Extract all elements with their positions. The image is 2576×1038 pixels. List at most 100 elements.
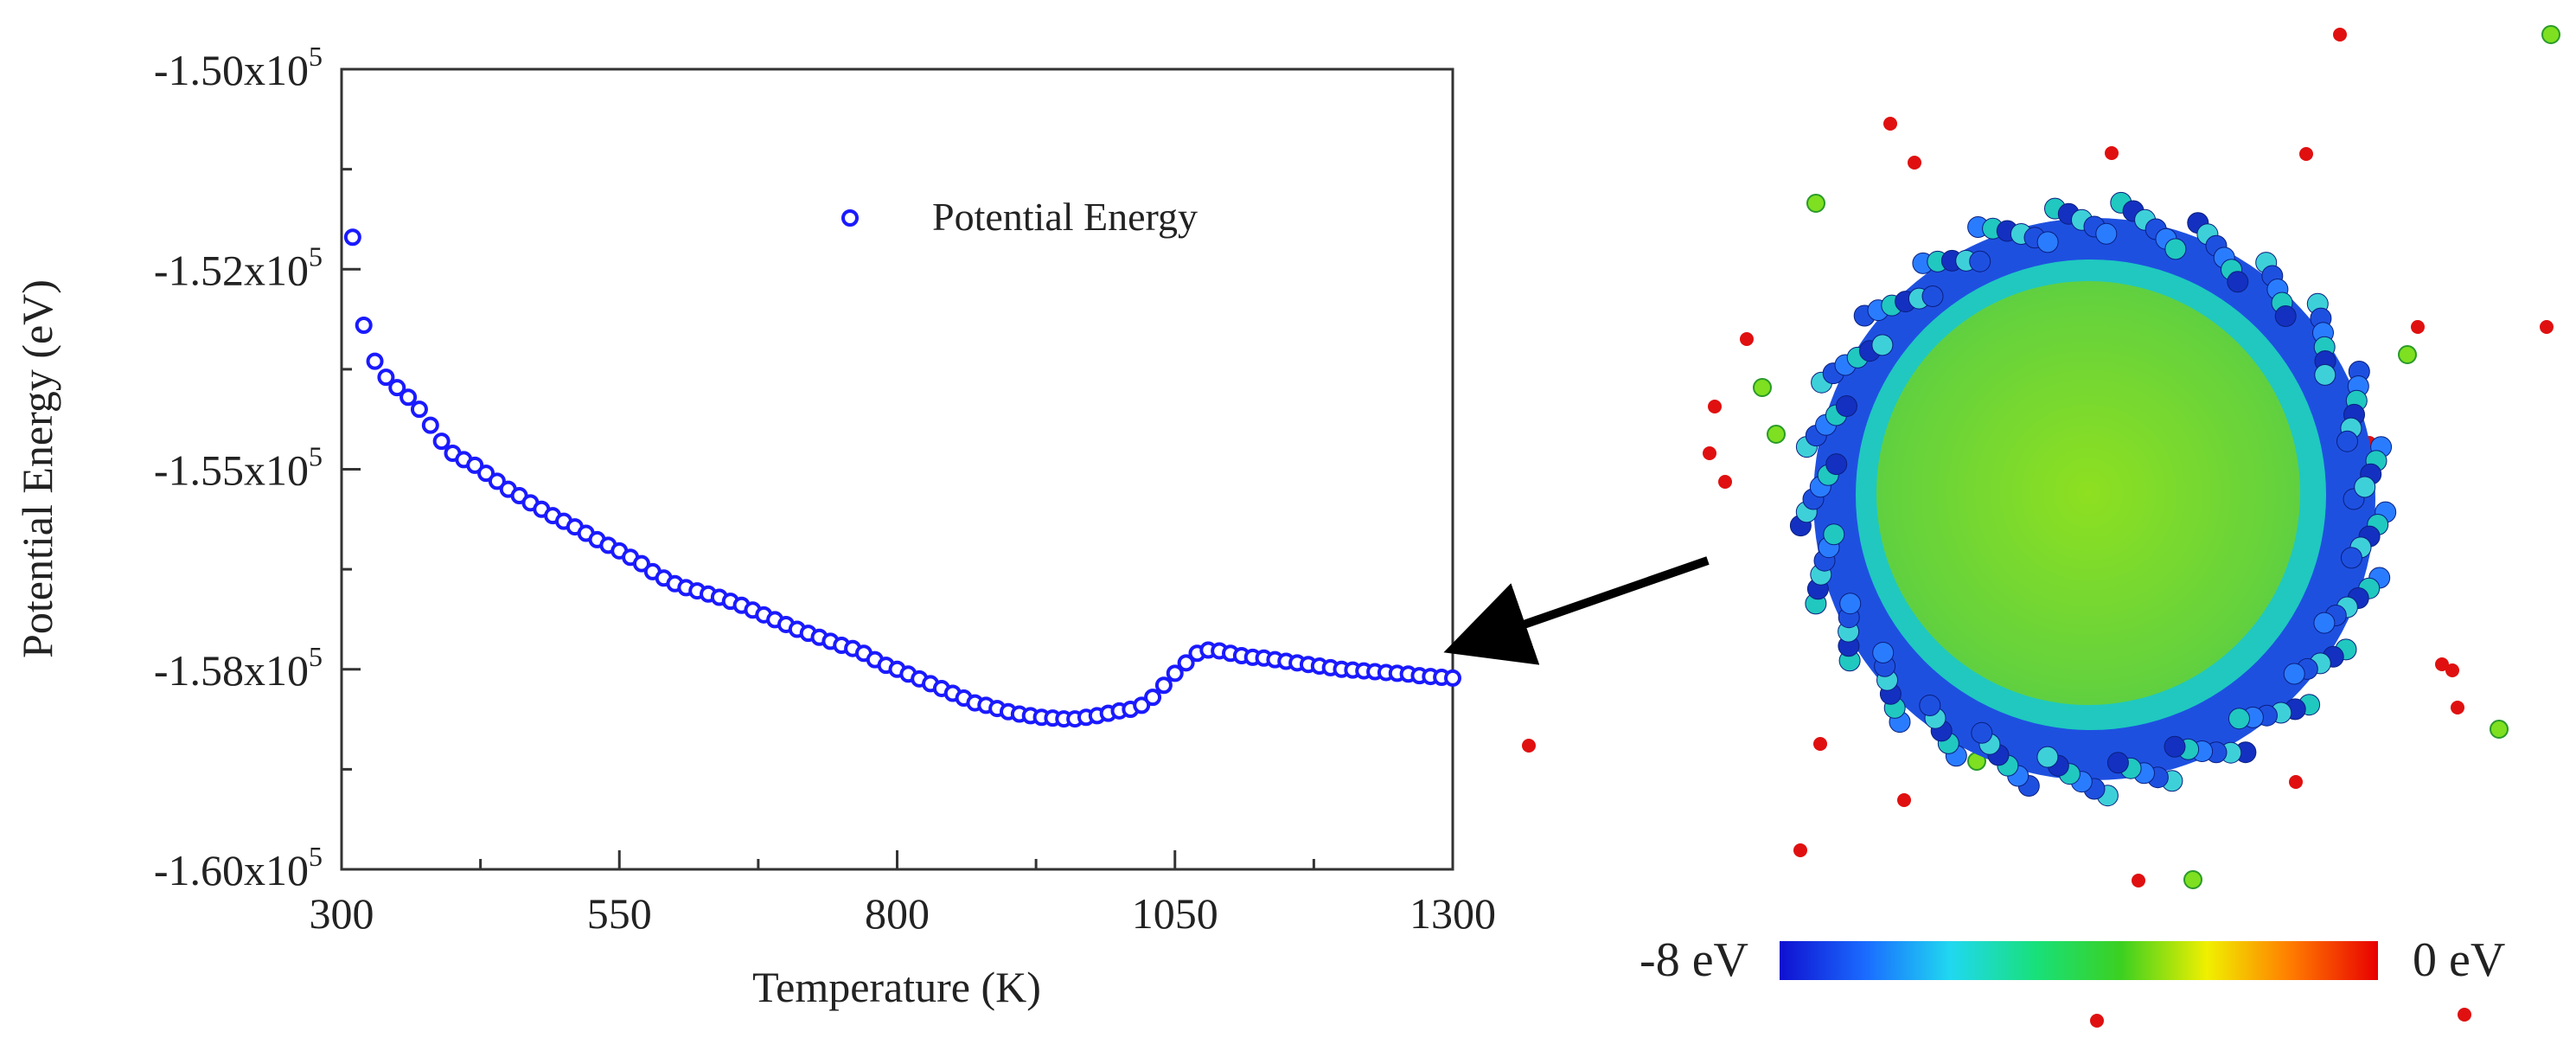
data-point — [1177, 654, 1195, 672]
outlier-atom — [2105, 146, 2119, 160]
shell-atom — [2336, 430, 2358, 452]
y-tick-label: -1.55x105 — [154, 441, 323, 495]
colorbar-max-label: 0 eV — [2413, 933, 2505, 987]
x-tick-label: 800 — [865, 889, 930, 938]
data-point — [466, 456, 484, 474]
shell-atom — [1969, 250, 1991, 272]
outlier-atom — [1708, 400, 1722, 413]
outlier-atom — [1908, 156, 1921, 170]
data-point — [1444, 669, 1461, 687]
data-point — [355, 317, 373, 334]
outlier-atom — [2132, 874, 2145, 887]
outlier-atom — [1806, 194, 1825, 213]
data-point — [343, 228, 361, 247]
y-axis-ticks: -1.50x105 -1.52x105 -1.55x105 -1.58x105 -1.6… — [154, 41, 361, 894]
legend: Potential Energy — [841, 195, 1198, 239]
pointer-arrow — [1443, 556, 1710, 665]
outlier-atom — [2458, 1008, 2471, 1022]
outlier-atom — [1883, 117, 1897, 131]
outlier-atom — [2540, 320, 2554, 334]
outlier-atom — [2411, 320, 2425, 334]
data-point — [410, 400, 428, 419]
outlier-atom — [2299, 147, 2313, 161]
shell-atom — [1823, 523, 1845, 546]
data-point — [421, 416, 439, 434]
outlier-atom — [2183, 870, 2202, 889]
outlier-atom — [1740, 332, 1754, 346]
shell-atom — [2036, 746, 2059, 768]
outlier-atom — [1753, 378, 1772, 397]
shell-atom — [1839, 593, 1862, 615]
y-tick-label: -1.52x105 — [154, 240, 323, 294]
outlier-atom — [1767, 425, 1786, 444]
colorbar: -8 eV 0 eV — [1640, 933, 2505, 987]
outlier-atom — [2090, 1014, 2104, 1028]
chart: -1.50x105 -1.52x105 -1.55x105 -1.58x105 -1.6… — [13, 41, 1496, 1011]
outlier-atom — [2289, 775, 2303, 789]
data-point — [1133, 696, 1151, 714]
y-tick-label: -1.58x105 — [154, 641, 323, 695]
outlier-atom — [1703, 446, 1716, 460]
legend-label: Potential Energy — [932, 195, 1198, 239]
data-points — [343, 228, 1461, 728]
shell-atom — [2036, 231, 2059, 253]
outlier-atom — [1897, 793, 1911, 807]
data-point — [632, 554, 650, 573]
colorbar-gradient — [1780, 941, 2378, 980]
nanoparticle-core — [1876, 281, 2300, 705]
shell-atom — [2354, 476, 2376, 498]
x-tick-label: 1050 — [1132, 889, 1218, 938]
shell-atom — [2106, 752, 2129, 774]
shell-atom — [1872, 642, 1895, 663]
shell-atom — [1919, 695, 1941, 716]
data-point — [432, 432, 451, 451]
outlier-atom — [1793, 843, 1807, 857]
shell-atom — [2313, 612, 2336, 634]
shell-atom — [2164, 238, 2187, 260]
outlier-atom — [2398, 345, 2417, 364]
data-point — [1154, 676, 1173, 695]
outlier-atom — [2490, 720, 2509, 739]
outlier-atom — [1522, 739, 1536, 753]
y-axis-label: Potential Energy (eV) — [13, 279, 61, 658]
colorbar-min-label: -8 eV — [1640, 933, 1748, 987]
data-point — [377, 368, 395, 387]
data-point — [477, 465, 495, 483]
outlier-atom — [2445, 663, 2459, 677]
data-point — [400, 388, 418, 407]
shell-atom — [2164, 735, 2186, 758]
outlier-atom — [2541, 25, 2560, 44]
x-axis-label: Temperature (K) — [752, 963, 1041, 1011]
shell-atom — [1871, 334, 1894, 356]
shell-atom — [2228, 708, 2250, 730]
outlier-atom — [1718, 475, 1732, 489]
x-tick-label: 550 — [587, 889, 652, 938]
shell-atom — [2095, 222, 2118, 245]
x-axis-ticks: 300 550 800 1050 1300 — [310, 850, 1496, 938]
outlier-atom — [1813, 737, 1827, 751]
x-tick-label: 1300 — [1409, 889, 1496, 938]
shell-atom — [1825, 453, 1848, 476]
shell-atom — [1836, 395, 1857, 417]
nanoparticle-render — [1522, 25, 2560, 1028]
outlier-atom — [2435, 657, 2449, 671]
shell-atom — [2283, 663, 2305, 685]
outlier-atom — [2451, 701, 2464, 714]
data-point — [488, 472, 506, 490]
data-point — [366, 352, 384, 370]
y-tick-label: -1.60x105 — [154, 841, 323, 894]
y-tick-label: -1.50x105 — [154, 41, 323, 94]
shell-atom — [1971, 721, 1993, 744]
shell-atom — [2314, 363, 2336, 386]
x-tick-label: 300 — [310, 889, 374, 938]
shell-atom — [2340, 547, 2362, 569]
legend-marker — [841, 209, 859, 227]
shell-atom — [1921, 285, 1944, 307]
outlier-atom — [2333, 28, 2347, 42]
plot-frame — [340, 67, 1454, 871]
data-point — [1144, 689, 1162, 707]
data-point — [1166, 664, 1184, 682]
data-point — [388, 379, 406, 397]
shell-atom — [2227, 271, 2249, 293]
